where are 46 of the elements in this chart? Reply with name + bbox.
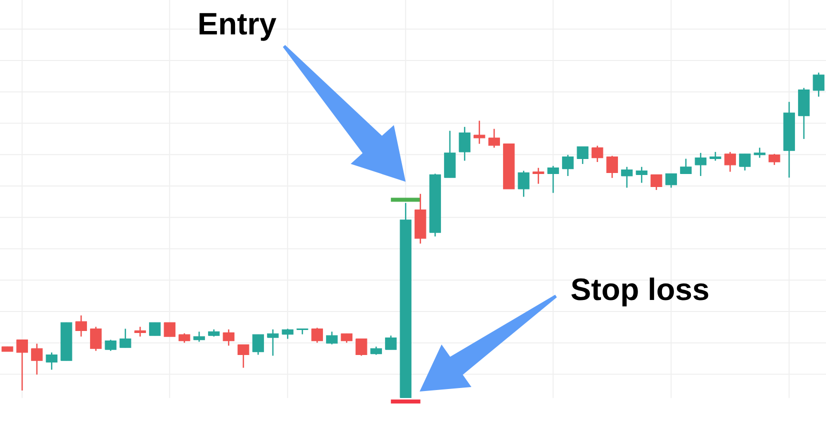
candlestick (311, 327, 323, 344)
candlestick (547, 165, 559, 194)
candlestick (149, 322, 161, 336)
candlestick (340, 332, 352, 344)
candlestick (356, 338, 368, 356)
candlestick (222, 328, 234, 346)
candlestick (267, 328, 279, 356)
candlestick (134, 326, 146, 338)
candlestick (75, 314, 87, 338)
candlestick (576, 146, 588, 165)
annotation: Stop loss (571, 278, 708, 306)
candlestick (636, 166, 648, 184)
candlestick (46, 352, 58, 370)
candlestick (458, 126, 470, 162)
candlestick (90, 326, 102, 352)
candlestick (694, 152, 706, 177)
candlestick (532, 167, 544, 184)
candlestick (104, 339, 116, 352)
candlestick (606, 155, 618, 179)
candlestick (754, 147, 766, 158)
candlestick (562, 154, 574, 177)
candlestick (385, 334, 397, 350)
candlestick (768, 153, 780, 166)
text: Entry (200, 13, 276, 41)
candlestick (518, 170, 530, 198)
candlestick (724, 151, 736, 172)
candlestick (592, 145, 604, 163)
candlestick (650, 174, 662, 191)
candlestick (474, 120, 486, 144)
candlestick (739, 153, 751, 172)
candlestick (238, 344, 250, 368)
candlestick (488, 128, 500, 148)
candlestick (120, 328, 132, 348)
candlestick (31, 343, 43, 376)
candlestick (326, 331, 338, 346)
candlestick (193, 331, 205, 342)
candlestick (812, 72, 824, 98)
candlestick (665, 173, 677, 188)
candlestick (164, 322, 176, 338)
candlestick (252, 334, 264, 356)
candlestick (178, 332, 190, 344)
candlestick (621, 166, 633, 188)
candlestick (282, 328, 294, 340)
candlestick (680, 158, 692, 174)
candlestick (296, 328, 308, 335)
candlestick (16, 339, 28, 392)
